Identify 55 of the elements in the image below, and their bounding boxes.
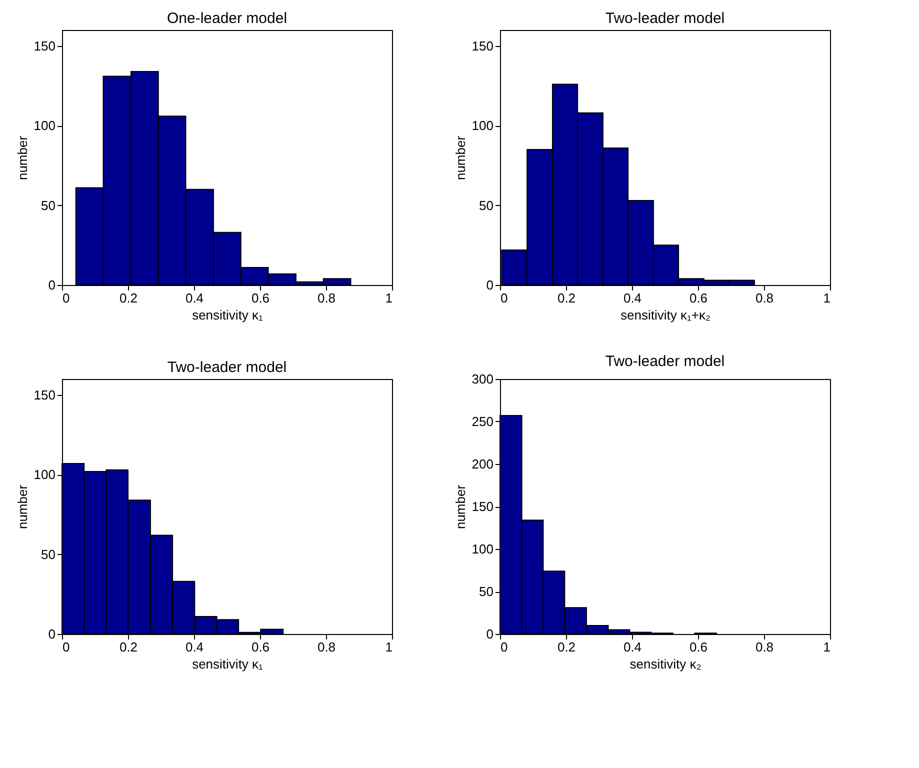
- x-tick-label: 0: [500, 640, 508, 654]
- y-tick-label: 50: [479, 584, 494, 599]
- y-tick-label: 300: [472, 372, 494, 386]
- x-axis-title: sensitivity κ₂: [630, 656, 702, 672]
- y-tick-label: 100: [472, 118, 494, 134]
- y-tick-label: 50: [41, 546, 56, 562]
- y-tick-label: 0: [48, 278, 56, 292]
- y-tick-label: 250: [472, 414, 494, 429]
- x-tick-label: 1: [385, 290, 392, 306]
- y-tick-label: 200: [472, 456, 494, 472]
- x-tick-label: 0.8: [317, 640, 336, 654]
- x-tick-label: 0.6: [689, 640, 708, 654]
- x-tick-label: 0.2: [557, 640, 576, 654]
- x-axis-title: sensitivity κ₁+κ₂: [620, 308, 710, 322]
- chart-title: Two-leader model: [167, 359, 287, 376]
- y-tick-label: 100: [472, 542, 494, 556]
- x-axis-title: sensitivity κ₁: [192, 308, 264, 322]
- chart-title: One-leader model: [166, 10, 288, 27]
- y-axis-title: number: [14, 484, 30, 530]
- x-tick-label: 0.4: [623, 290, 642, 306]
- x-tick-label: 1: [823, 290, 830, 306]
- x-tick-label: 0.2: [119, 290, 138, 306]
- x-tick-label: 0.8: [755, 640, 774, 654]
- x-tick-label: 0.4: [185, 290, 204, 306]
- x-tick-label: 0: [500, 290, 508, 306]
- y-tick-label: 100: [34, 118, 56, 134]
- x-tick-label: 0.4: [185, 640, 204, 654]
- chart-title: Two-leader model: [605, 353, 725, 370]
- x-tick-label: 0.2: [557, 290, 576, 306]
- y-tick-label: 150: [472, 499, 494, 514]
- y-tick-label: 0: [48, 626, 56, 642]
- x-tick-label: 1: [385, 640, 392, 654]
- y-tick-label: 100: [34, 467, 56, 482]
- x-tick-label: 0.8: [755, 290, 774, 306]
- x-tick-label: 0.4: [623, 640, 642, 654]
- y-axis-title: number: [452, 484, 468, 530]
- x-tick-label: 0.6: [251, 640, 270, 654]
- x-tick-label: 0.2: [119, 640, 138, 654]
- x-axis-title: sensitivity κ₁: [192, 656, 264, 672]
- y-tick-label: 50: [479, 198, 494, 213]
- y-tick-label: 150: [472, 38, 494, 54]
- y-axis-title: number: [452, 135, 468, 180]
- chart-title: Two-leader model: [605, 10, 725, 27]
- y-tick-label: 150: [34, 387, 56, 402]
- y-axis-title: number: [14, 135, 30, 180]
- x-tick-label: 0.6: [689, 290, 708, 306]
- x-tick-label: 1: [823, 640, 830, 654]
- x-tick-label: 0.8: [317, 290, 336, 306]
- y-tick-label: 0: [486, 278, 494, 292]
- y-tick-label: 150: [34, 38, 56, 54]
- x-tick-label: 0: [62, 640, 70, 654]
- y-tick-label: 50: [41, 198, 56, 213]
- x-tick-label: 0.6: [251, 290, 270, 306]
- y-tick-label: 0: [486, 626, 494, 642]
- x-tick-label: 0: [62, 290, 70, 306]
